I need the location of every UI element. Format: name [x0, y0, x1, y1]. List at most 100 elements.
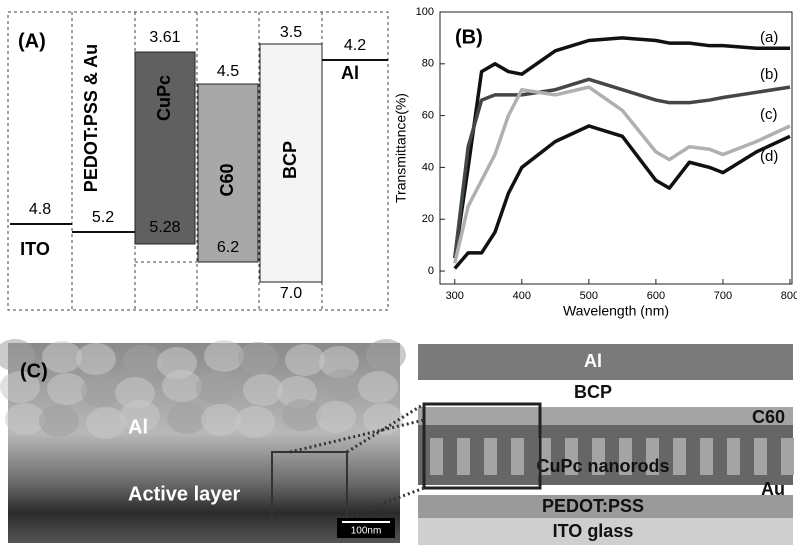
layer-band — [418, 344, 793, 380]
x-axis-label: Wavelength (nm) — [563, 303, 669, 319]
layer-label: Al — [584, 351, 602, 371]
panel-label: (C) — [20, 360, 48, 382]
y-tick-label: 0 — [428, 265, 434, 277]
y-tick-label: 40 — [422, 161, 434, 173]
y-tick-label: 60 — [422, 110, 434, 122]
sem-label: Al — [128, 416, 148, 438]
zoom-box — [271, 451, 348, 518]
layer-name: C60 — [217, 163, 237, 196]
c60-slot — [484, 438, 497, 475]
y-tick-label: 20 — [422, 213, 434, 225]
grain — [282, 399, 322, 431]
grain — [366, 339, 406, 371]
layer-label: Au — [761, 479, 785, 499]
x-tick-label: 700 — [714, 290, 732, 302]
panel-label: (A) — [18, 30, 46, 52]
series-label: (d) — [760, 148, 778, 165]
grain — [238, 342, 278, 374]
grain — [81, 375, 121, 407]
grain — [86, 407, 126, 439]
grain — [42, 341, 82, 373]
grain — [76, 343, 116, 375]
layer-name: BCP — [280, 141, 300, 179]
x-tick-label: 300 — [446, 290, 464, 302]
x-tick-label: 500 — [580, 290, 598, 302]
grain — [324, 369, 364, 401]
c60-slot — [619, 438, 632, 475]
grain — [162, 370, 202, 402]
layer-label: PEDOT:PSS — [542, 496, 644, 516]
energy-value: 5.28 — [149, 219, 180, 236]
grain — [47, 373, 87, 405]
grain — [243, 374, 283, 406]
grain — [316, 401, 356, 433]
layer-band — [418, 495, 793, 518]
c60-slot — [457, 438, 470, 475]
layer-band — [418, 518, 793, 545]
layer-label: ITO glass — [553, 521, 634, 541]
zoom-box — [422, 402, 542, 490]
energy-value: 4.5 — [217, 63, 239, 80]
grain — [196, 372, 236, 404]
c60-slot — [592, 438, 605, 475]
grain — [39, 405, 79, 437]
energy-box — [134, 51, 196, 245]
grain — [120, 400, 160, 432]
layer-name: Al — [341, 63, 359, 83]
c60-slot — [700, 438, 713, 475]
grain — [0, 371, 40, 403]
series-line — [453, 85, 791, 264]
grain — [204, 340, 244, 372]
grain — [201, 404, 241, 436]
c60-slot — [565, 438, 578, 475]
grain — [285, 344, 325, 376]
x-tick-label: 400 — [513, 290, 531, 302]
energy-value: 4.2 — [344, 37, 366, 54]
sem-label: Active layer — [128, 483, 241, 505]
c60-slot — [511, 438, 524, 475]
grain — [235, 406, 275, 438]
grain — [5, 403, 45, 435]
grain — [0, 339, 35, 371]
energy-box — [197, 83, 259, 263]
c60-slot — [430, 438, 443, 475]
grain — [167, 402, 207, 434]
y-tick-label: 100 — [416, 6, 434, 18]
zoom-link — [346, 486, 425, 519]
c60-slot — [727, 438, 740, 475]
panel-a-frame — [7, 11, 389, 311]
layer-name: ITO — [20, 239, 50, 259]
layer-label: CuPc nanorods — [536, 456, 669, 476]
energy-value: 3.61 — [149, 29, 180, 46]
plot-frame — [439, 11, 793, 285]
c60-slot — [781, 438, 794, 475]
layer-label: C60 — [752, 407, 785, 427]
energy-value: 7.0 — [280, 285, 302, 302]
c60-slot — [673, 438, 686, 475]
c60-slot — [754, 438, 767, 475]
c60-slot — [646, 438, 659, 475]
energy-value: 6.2 — [217, 239, 239, 256]
panel-label: (B) — [455, 26, 483, 48]
scale-bar-label: 100nm — [351, 526, 382, 537]
y-tick-label: 80 — [422, 58, 434, 70]
x-tick-label: 800 — [781, 290, 797, 302]
series-label: (c) — [760, 106, 778, 123]
x-tick-label: 600 — [647, 290, 665, 302]
grain — [358, 371, 398, 403]
zoom-link — [346, 402, 425, 454]
series-label: (a) — [760, 29, 778, 46]
energy-value: 5.2 — [92, 209, 114, 226]
grain — [123, 345, 163, 377]
layer-band — [418, 485, 793, 495]
layer-name: PEDOT:PSS & Au — [81, 44, 101, 192]
energy-value: 4.8 — [29, 201, 51, 218]
energy-box — [259, 43, 323, 283]
layer-name: CuPc — [154, 75, 174, 121]
layer-label: BCP — [574, 382, 612, 402]
series-line — [453, 124, 791, 270]
series-line — [453, 77, 791, 259]
series-label: (b) — [760, 66, 778, 83]
y-axis-label: Transmittance(%) — [393, 93, 409, 203]
